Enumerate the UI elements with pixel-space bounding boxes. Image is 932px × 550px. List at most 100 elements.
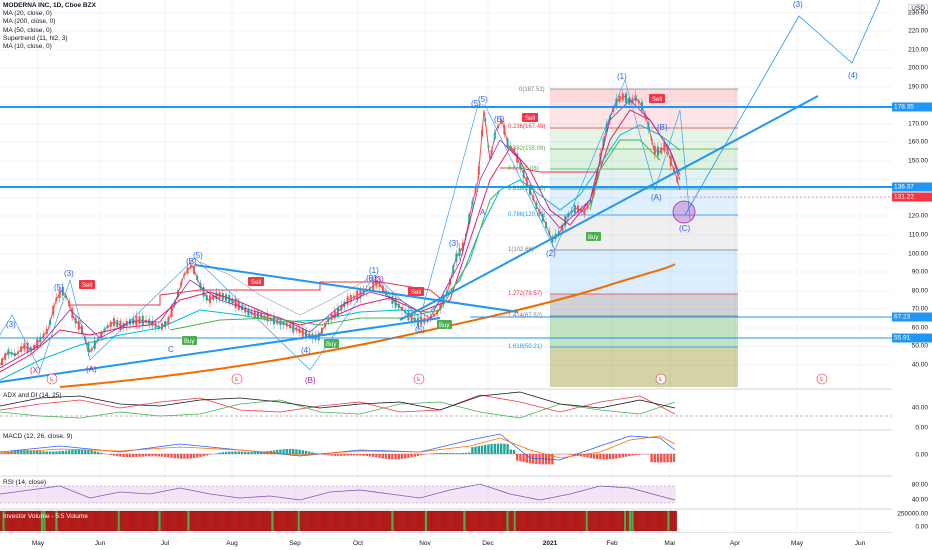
volume-pane-label[interactable]: Investor Volume - 5:5 Volume [3,513,88,520]
buy-signal-sep[interactable]: Buy [324,339,339,348]
volume-bar [278,510,281,532]
earnings-marker-4[interactable]: E [655,373,667,385]
price-axis[interactable]: USD 230.00 220.00 210.00 200.00 190.00 1… [892,0,932,532]
volume-bar [311,510,315,532]
volume-bar [364,510,368,532]
price-badge-55[interactable]: 55.91 [892,333,932,343]
earnings-marker-2[interactable]: E [231,373,243,385]
wave-label-B-feb: (B) [657,123,668,132]
volume-bar [604,510,608,532]
candle-body [602,138,605,146]
sell-signal-jul[interactable]: Sell [248,277,264,286]
sell-signal-may[interactable]: Sell [79,280,95,289]
sell-signal-feb[interactable]: Sell [649,94,665,103]
buy-signal-jun[interactable]: Buy [182,336,197,345]
rising-trendline[interactable] [399,95,819,321]
legend-ma200[interactable]: MA (200, close, 0) [3,18,56,26]
wave-label-5-peak-b: (5) [478,95,488,104]
time-axis[interactable]: May Jun Jul Aug Sep Oct Nov Dec 2021 Feb… [0,532,892,550]
price-badge-last[interactable]: 131.22 [892,192,932,202]
macd-histogram-bar [52,451,55,454]
earnings-marker-5[interactable]: E [816,373,828,385]
price-chart-pane[interactable]: (1) (3) (4) (5) (5) (B) (B) (A) (C) (2) … [0,0,892,532]
volume-bar [343,510,346,532]
volume-bar [112,510,116,532]
volume-bar [350,510,353,532]
price-badge-67[interactable]: 67.23 [892,312,932,322]
macd-histogram-bar [346,454,349,456]
volume-bar [273,510,277,532]
legend-ma10[interactable]: MA (10, close, 0) [3,43,52,51]
ma200-line [59,263,676,388]
macd-histogram-bar [423,454,426,455]
macd-histogram-bar [301,450,304,454]
volume-bar [191,510,195,532]
svg-text:Buy: Buy [588,235,598,241]
candle-body [650,138,653,141]
macd-histogram-bar [666,454,669,463]
macd-histogram-bar [570,454,573,455]
earnings-marker-1[interactable]: E [46,373,58,385]
candle-body [561,225,563,231]
macd-histogram-bar [672,454,676,462]
currency-label[interactable]: USD [908,4,928,13]
candle-body [375,280,378,287]
macd-histogram-bar [452,453,455,454]
buy-signal-jan[interactable]: Buy [586,232,601,241]
volume-bar [143,510,147,532]
earnings-marker-3[interactable]: E [413,373,425,385]
volume-pane[interactable] [0,510,677,532]
macd-histogram-bar [455,453,458,454]
buy-signal-nov[interactable]: Buy [437,320,452,329]
macd-pane[interactable] [0,433,676,465]
volume-bar [532,510,536,532]
rsi-pane[interactable] [0,483,676,504]
macd-histogram-bar [583,454,586,457]
volume-bar [307,510,310,532]
triangle-lower-trendline[interactable] [0,317,441,383]
macd-histogram-bar [84,449,87,454]
fib-label-0618: 0.618(135.06) [508,186,545,192]
macd-histogram-bar [298,449,301,454]
volume-bar [165,510,169,532]
volume-bar [374,510,377,532]
triangle-upper-trendline[interactable] [194,264,519,313]
price-badge-136[interactable]: 136.37 [892,182,932,192]
candle-body [551,236,554,243]
candle-body [180,281,183,286]
time-label: Feb [606,540,618,547]
candle-body [138,316,141,324]
macd-histogram-bar [576,454,580,456]
candle-body [196,275,199,281]
adx-pane-label[interactable]: ADX and DI (14, 25) [3,392,62,399]
macd-histogram-bar [176,454,180,459]
fib-retracement[interactable] [550,88,738,387]
volume-bar [592,510,596,532]
legend-ma50[interactable]: MA (50, close, 0) [3,26,52,34]
fib-label-1414: 1.414(67.52) [508,313,542,319]
macd-histogram-bar [205,454,208,456]
legend-supertrend[interactable]: Supertrend (11, hl2, 3) [3,34,68,42]
fib-label-1618: 1.618(50.21) [508,344,542,350]
volume-bar [184,510,188,532]
price-badge-178[interactable]: 178.35 [892,102,932,112]
macd-histogram-bar [404,454,407,459]
svg-text:Buy: Buy [439,323,449,329]
sell-signal-oct[interactable]: Sell [408,287,424,296]
adx-pane[interactable] [0,391,892,419]
target-circle[interactable] [672,200,696,224]
macd-pane-label[interactable]: MACD (12, 26, close, 9) [3,433,73,440]
macd-histogram-bar [397,454,400,460]
volume-bar [537,510,541,532]
volume-bar [155,510,159,532]
symbol-title[interactable]: MODERNA INC, 1D, Cboe BZX [3,2,96,9]
macd-histogram-bar [247,451,250,454]
volume-bar [475,510,478,532]
candle-body [253,310,256,318]
candle-body [404,311,407,314]
legend-ma20[interactable]: MA (20, close, 0) [3,10,52,18]
svg-text:Buy: Buy [184,339,194,345]
sell-signal-dec[interactable]: Sell [522,113,538,122]
rsi-pane-label[interactable]: RSI (14, close) [3,479,46,486]
candle-body [285,322,288,327]
